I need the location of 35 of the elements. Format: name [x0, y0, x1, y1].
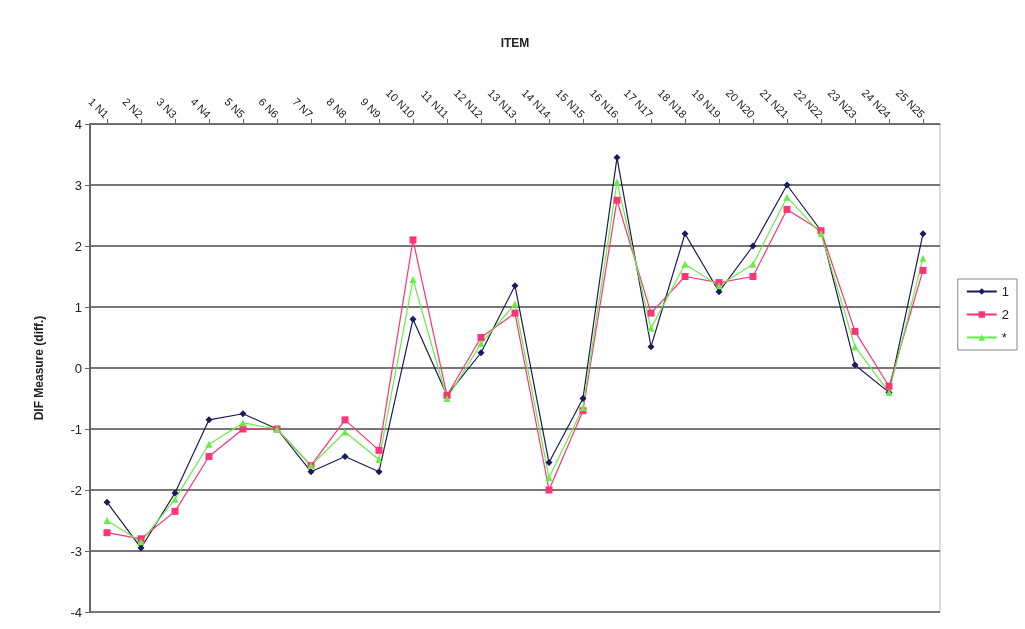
x-tick-label: 23 N23	[825, 86, 860, 121]
y-tick-label: -1	[70, 421, 82, 437]
y-tick-label: 1	[74, 299, 82, 315]
y-tick-label: 2	[74, 238, 82, 254]
y-axis-title: DIF Measure (diff.)	[32, 315, 46, 421]
x-tick-label: 17 N17	[621, 86, 656, 121]
x-tick-label: 5 N5	[222, 95, 248, 121]
x-tick-label: 3 N3	[154, 95, 180, 121]
x-tick-label: 9 N9	[358, 95, 384, 121]
x-tick-label: 15 N15	[553, 86, 588, 121]
x-tick-label: 4 N4	[188, 95, 214, 121]
legend-label: 2	[1001, 307, 1009, 322]
x-tick-label: 13 N13	[485, 86, 520, 121]
x-axis-title: ITEM	[500, 36, 530, 50]
x-tick-label: 20 N20	[723, 86, 758, 121]
x-tick-label: 24 N24	[859, 86, 894, 121]
x-tick-label: 1 N1	[86, 95, 112, 121]
x-tick-label: 6 N6	[256, 95, 282, 121]
y-tick-label: -4	[70, 604, 82, 620]
y-tick-label: 0	[74, 360, 82, 376]
y-tick-label: 3	[74, 177, 82, 193]
x-tick-label: 19 N19	[689, 86, 724, 121]
x-tick-label: 8 N8	[324, 95, 350, 121]
legend-label: *	[1001, 330, 1007, 345]
x-tick-label: 18 N18	[655, 86, 690, 121]
x-tick-label: 10 N10	[383, 86, 418, 121]
x-tick-label: 14 N14	[519, 86, 554, 121]
y-tick-label: -2	[70, 482, 82, 498]
y-tick-label: -3	[70, 543, 82, 559]
legend-label: 1	[1001, 284, 1009, 299]
x-tick-label: 25 N25	[893, 86, 928, 121]
x-tick-label: 2 N2	[120, 95, 146, 121]
x-tick-label: 7 N7	[290, 95, 316, 121]
y-tick-label: 4	[74, 116, 82, 132]
x-tick-label: 16 N16	[587, 86, 622, 121]
